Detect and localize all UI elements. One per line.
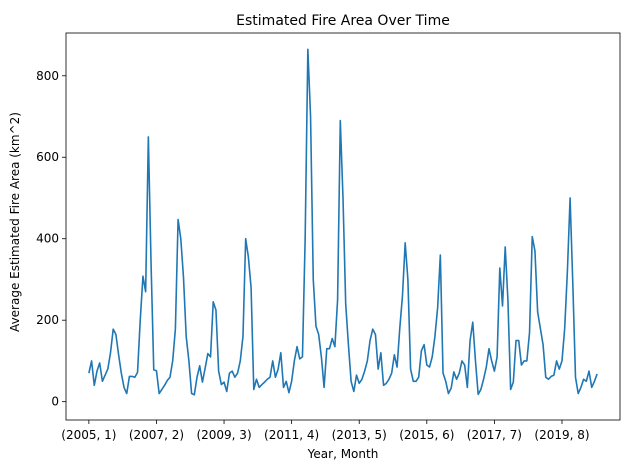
plot-frame xyxy=(65,32,621,421)
y-tick-label: 400 xyxy=(36,232,59,246)
x-tick-label: (2011, 4) xyxy=(264,428,319,442)
x-tick-label: (2013, 5) xyxy=(332,428,387,442)
plot-area: 0 200 400 600 800 (2005, 1) (2007, 2) (2009, 3)… xyxy=(36,32,621,442)
x-tick-label: (2017, 7) xyxy=(467,428,522,442)
y-axis-title: Average Estimated Fire Area (km^2) xyxy=(8,112,22,332)
series-line xyxy=(88,48,598,396)
y-tick-label: 200 xyxy=(36,313,59,327)
x-tick-label: (2005, 1) xyxy=(61,428,116,442)
y-tick-label: 0 xyxy=(51,395,59,409)
x-tick-label: (2015, 6) xyxy=(399,428,454,442)
y-tick-label: 800 xyxy=(36,69,59,83)
x-axis-title: Year, Month xyxy=(307,447,379,461)
x-tick-label: (2009, 3) xyxy=(196,428,251,442)
x-tick-label: (2007, 2) xyxy=(129,428,184,442)
x-tick-label: (2019, 8) xyxy=(534,428,589,442)
chart-title: Estimated Fire Area Over Time xyxy=(236,13,450,29)
y-tick-label: 600 xyxy=(36,150,59,164)
